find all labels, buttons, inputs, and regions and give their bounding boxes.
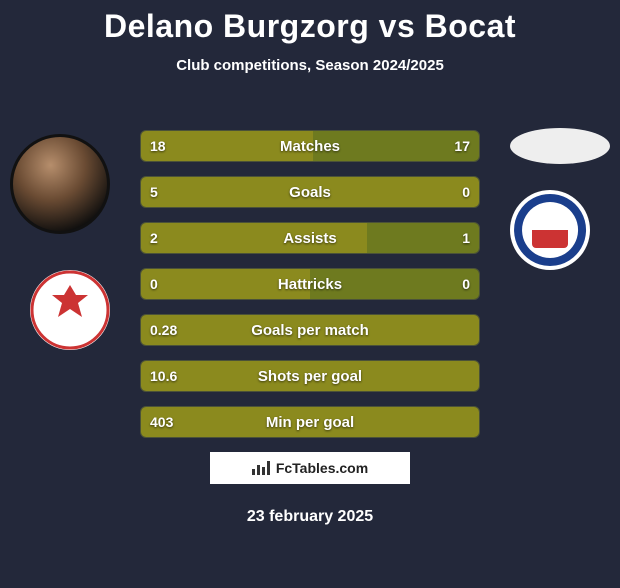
stat-label: Assists bbox=[140, 222, 480, 254]
stat-label: Min per goal bbox=[140, 406, 480, 438]
stat-label: Shots per goal bbox=[140, 360, 480, 392]
page-title: Delano Burgzorg vs Bocat bbox=[0, 8, 620, 45]
player2-photo bbox=[510, 128, 610, 164]
page-subtitle: Club competitions, Season 2024/2025 bbox=[0, 57, 620, 74]
stat-row: 50Goals bbox=[140, 176, 480, 208]
stat-label: Goals bbox=[140, 176, 480, 208]
stat-row: 21Assists bbox=[140, 222, 480, 254]
stat-label: Matches bbox=[140, 130, 480, 162]
stat-label: Goals per match bbox=[140, 314, 480, 346]
chart-icon bbox=[252, 461, 270, 475]
stat-row: 403Min per goal bbox=[140, 406, 480, 438]
stat-row: 10.6Shots per goal bbox=[140, 360, 480, 392]
footer-date: 23 february 2025 bbox=[0, 508, 620, 526]
stat-label: Hattricks bbox=[140, 268, 480, 300]
player1-photo bbox=[10, 134, 110, 234]
player1-club-badge bbox=[30, 270, 110, 350]
footer-brand[interactable]: FcTables.com bbox=[210, 452, 410, 484]
footer-label: FcTables.com bbox=[276, 460, 368, 476]
stat-row: 1817Matches bbox=[140, 130, 480, 162]
stats-panel: 1817Matches 50Goals 21Assists 00Hattricks 0.… bbox=[140, 130, 480, 452]
player2-club-badge bbox=[510, 190, 590, 270]
stat-row: 00Hattricks bbox=[140, 268, 480, 300]
stat-row: 0.28Goals per match bbox=[140, 314, 480, 346]
